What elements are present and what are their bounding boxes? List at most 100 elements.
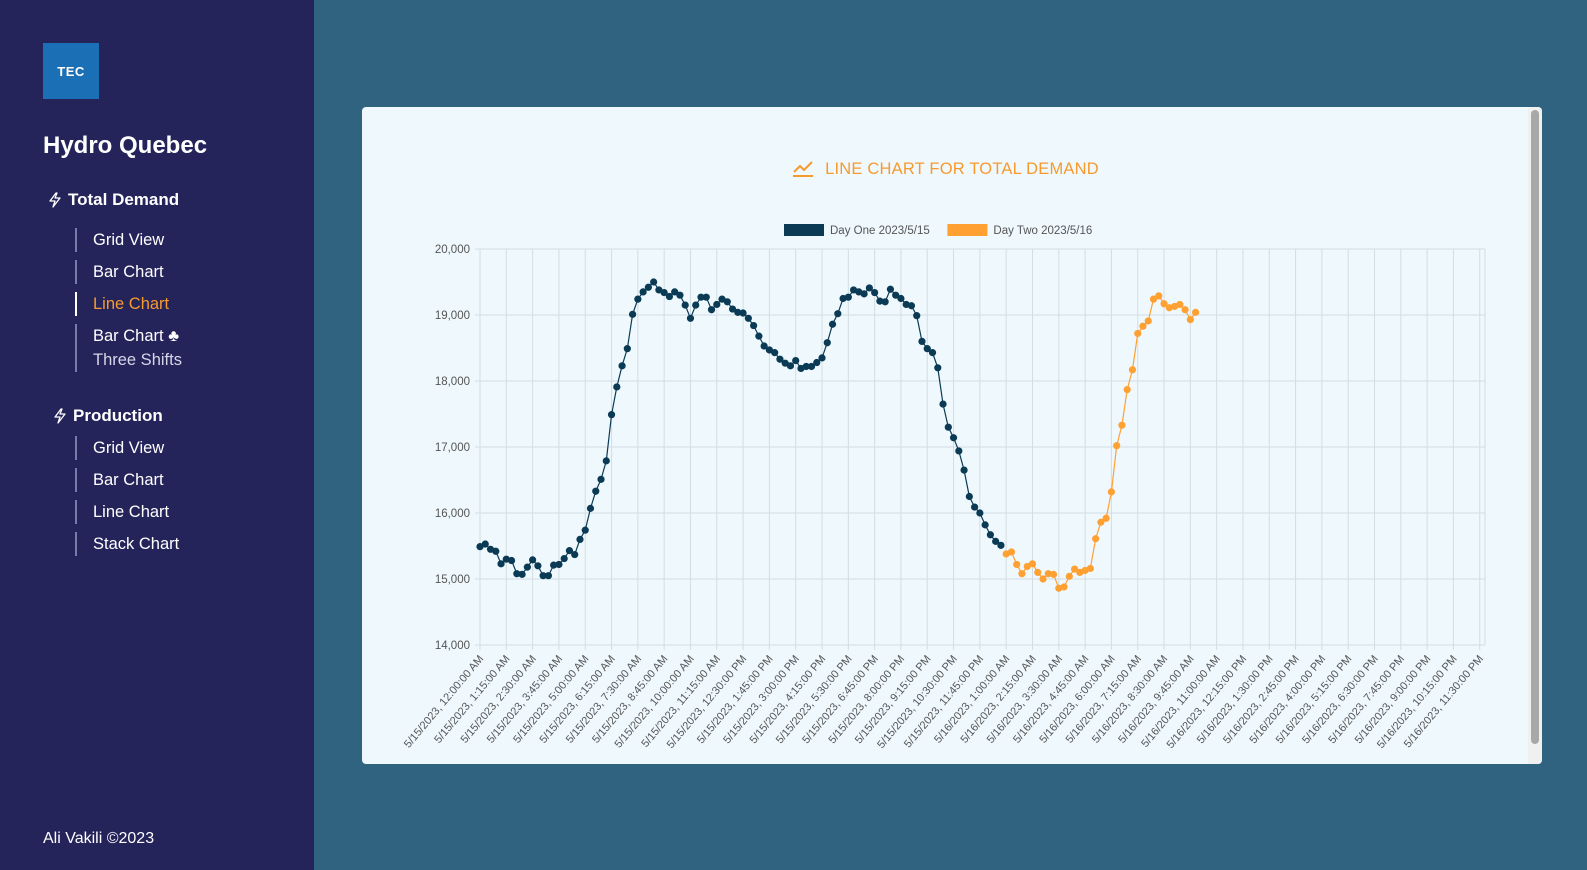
bolt-icon	[54, 408, 66, 424]
y-tick-label: 17,000	[435, 442, 470, 454]
y-tick-label: 20,000	[435, 244, 470, 256]
nav-item-sublabel: Three Shifts	[93, 351, 182, 369]
data-point	[1160, 300, 1168, 308]
data-point	[513, 570, 521, 578]
data-point	[597, 475, 605, 483]
data-point	[507, 556, 516, 565]
data-point	[492, 547, 500, 555]
chart-card: LINE CHART FOR TOTAL DEMAND 14,000 15,000…	[362, 107, 1542, 764]
scrollbar-thumb[interactable]	[1531, 110, 1539, 744]
data-point	[923, 345, 931, 353]
data-point	[676, 291, 684, 299]
data-point	[955, 447, 963, 455]
data-point	[1107, 488, 1116, 496]
data-point	[628, 310, 637, 318]
data-point	[1123, 385, 1131, 394]
data-point	[823, 339, 831, 347]
data-point	[965, 492, 973, 501]
y-tick-label: 18,000	[435, 376, 470, 388]
data-point	[760, 342, 768, 350]
nav-total-demand-three-shifts[interactable]: Bar Chart ♣ Three Shifts	[75, 324, 182, 372]
section-production[interactable]: Production	[53, 406, 163, 426]
data-point	[881, 298, 889, 306]
data-point	[934, 364, 942, 372]
vertical-scrollbar[interactable]	[1528, 107, 1542, 764]
data-point	[792, 356, 800, 365]
data-point	[1097, 518, 1105, 526]
footer-copyright: Ali Vakili ©2023	[43, 830, 155, 847]
data-point	[802, 362, 810, 371]
section-label: Production	[73, 406, 163, 425]
data-point	[671, 288, 679, 296]
data-point	[555, 560, 563, 569]
data-point	[1034, 568, 1042, 576]
data-point	[813, 358, 821, 367]
data-point	[734, 308, 742, 316]
data-point	[739, 309, 747, 317]
data-point	[771, 349, 779, 357]
data-point	[944, 423, 952, 431]
nav-production-line-chart[interactable]: Line Chart	[75, 500, 169, 524]
data-point	[1039, 575, 1047, 583]
data-point	[786, 362, 795, 370]
data-point	[1134, 329, 1142, 338]
nav-total-demand-bar-chart[interactable]: Bar Chart	[75, 260, 164, 284]
data-point	[1113, 442, 1121, 450]
data-point	[828, 320, 837, 328]
data-point	[665, 292, 674, 301]
data-point	[865, 284, 873, 292]
data-point	[992, 537, 1000, 545]
data-point	[560, 554, 568, 563]
data-point	[1128, 366, 1137, 374]
section-total-demand[interactable]: Total Demand	[48, 190, 179, 210]
nav-total-demand-line-chart[interactable]: Line Chart	[75, 292, 169, 316]
data-point	[1065, 572, 1073, 580]
y-tick-label: 19,000	[435, 310, 470, 322]
data-point	[1092, 535, 1100, 543]
data-point	[634, 295, 642, 303]
nav-production-grid-view[interactable]: Grid View	[75, 436, 164, 460]
data-point	[518, 570, 526, 578]
data-point	[623, 345, 631, 353]
data-point	[723, 298, 731, 306]
data-point	[581, 526, 589, 534]
y-tick-label: 15,000	[435, 574, 470, 586]
data-point	[1086, 564, 1094, 573]
logo[interactable]: TEC	[43, 43, 99, 99]
data-point	[744, 314, 752, 322]
nav-total-demand-grid-view[interactable]: Grid View	[75, 228, 164, 252]
data-point	[976, 509, 984, 517]
data-point	[860, 290, 868, 298]
data-point	[1028, 560, 1037, 568]
nav-production-stack-chart[interactable]: Stack Chart	[75, 532, 179, 556]
data-point	[1070, 565, 1079, 573]
legend-swatch	[947, 224, 988, 236]
data-point	[928, 349, 937, 357]
data-point	[1192, 308, 1200, 316]
data-point	[949, 434, 958, 442]
data-point	[776, 355, 784, 363]
data-point	[960, 466, 968, 474]
data-point	[707, 306, 716, 314]
data-point	[939, 400, 947, 408]
data-point	[602, 457, 610, 465]
data-point	[971, 503, 979, 511]
nav-production-bar-chart[interactable]: Bar Chart	[75, 468, 164, 492]
data-point	[871, 288, 879, 297]
data-point	[844, 293, 852, 301]
data-point	[565, 547, 574, 555]
nav-item-label: Bar Chart ♣	[93, 327, 180, 345]
data-point	[576, 535, 584, 543]
chart-title-text: LINE CHART FOR TOTAL DEMAND	[825, 159, 1099, 178]
data-point	[1186, 316, 1194, 324]
data-point	[1155, 292, 1163, 300]
series-line	[1005, 295, 1197, 589]
data-point	[876, 297, 884, 305]
data-point	[728, 305, 737, 313]
data-point	[807, 362, 816, 371]
data-point	[534, 562, 542, 570]
data-point	[607, 411, 616, 419]
section-label: Total Demand	[68, 190, 180, 209]
data-point	[1049, 570, 1058, 578]
data-point	[1044, 570, 1052, 578]
